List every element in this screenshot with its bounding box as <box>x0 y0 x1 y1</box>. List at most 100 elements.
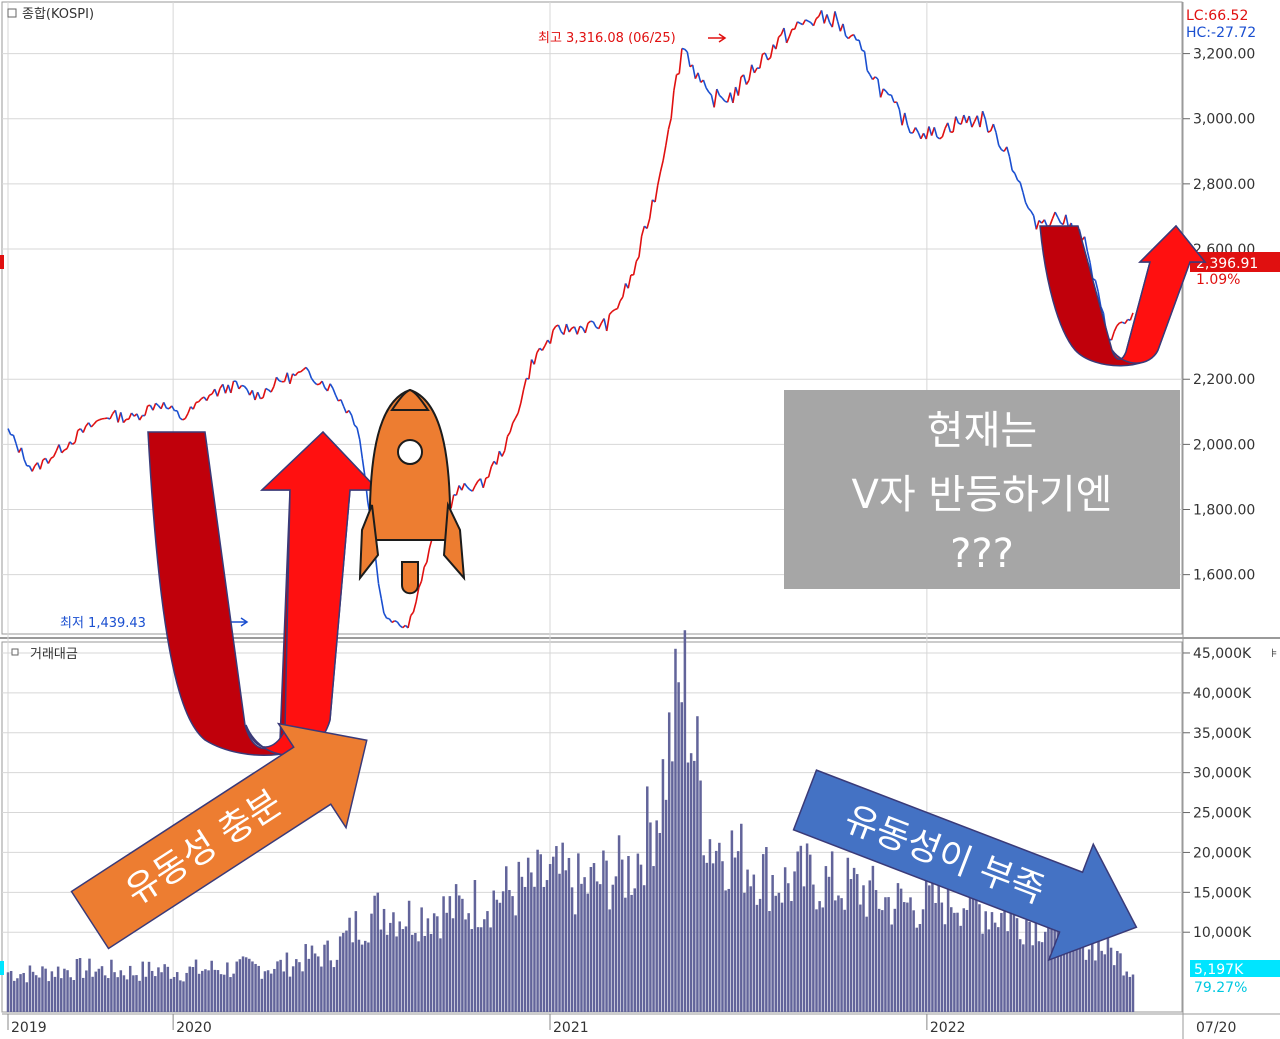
volume-bar <box>50 971 54 1012</box>
volume-bar <box>66 970 69 1012</box>
price-segment <box>815 15 820 20</box>
volume-bar <box>511 896 514 1012</box>
volume-bar <box>855 874 859 1012</box>
volume-bar <box>589 867 593 1012</box>
volume-bar <box>407 900 411 1012</box>
volume-bar <box>611 884 615 1012</box>
volume-bar <box>1059 941 1063 1012</box>
volume-bar <box>931 874 934 1012</box>
price-segment <box>262 388 267 398</box>
volume-bar <box>730 830 734 1012</box>
price-segment <box>614 307 618 311</box>
price-segment <box>968 115 973 128</box>
volume-bar <box>479 927 483 1012</box>
volume-bar <box>520 876 524 1012</box>
volume-bar <box>1081 923 1085 1012</box>
volume-bar <box>602 850 605 1012</box>
price-segment <box>648 199 654 219</box>
volume-bar <box>470 929 474 1012</box>
price-segment <box>1110 331 1115 341</box>
price-segment <box>66 441 71 449</box>
volume-panel-title: 거래대금 <box>30 647 78 662</box>
price-segment <box>1024 202 1030 209</box>
volume-bar <box>445 912 448 1012</box>
volume-bar <box>862 885 865 1012</box>
price-segment <box>785 36 791 44</box>
volume-bar <box>740 823 743 1012</box>
volume-bar <box>877 908 881 1012</box>
price-segment <box>901 112 906 126</box>
volume-bar <box>771 875 774 1012</box>
volume-bar <box>458 895 461 1012</box>
price-segment <box>289 373 294 384</box>
price-segment <box>377 583 382 599</box>
volume-bar <box>298 962 301 1012</box>
volume-bar <box>617 835 621 1012</box>
volume-bar <box>523 886 527 1012</box>
volume-bar <box>743 892 746 1012</box>
volume-bar <box>263 971 267 1012</box>
volume-bar <box>1028 921 1031 1012</box>
price-segment <box>256 391 262 399</box>
volume-bar <box>564 870 568 1012</box>
volume-bar <box>686 762 690 1012</box>
volume-bar <box>392 912 395 1012</box>
volume-bar <box>426 918 430 1012</box>
volume-bar <box>254 963 257 1012</box>
price-segment <box>1086 251 1091 263</box>
price-segment <box>155 402 159 407</box>
volume-bar <box>125 979 129 1012</box>
volume-bar <box>990 912 994 1012</box>
volume-bar <box>1087 949 1091 1012</box>
volume-bar <box>1056 906 1060 1012</box>
price-segment <box>205 394 211 402</box>
price-segment <box>388 618 393 623</box>
volume-bar <box>599 884 602 1012</box>
volume-bar <box>674 648 677 1012</box>
volume-bar <box>1062 951 1066 1012</box>
price-segment <box>128 412 133 420</box>
volume-bar <box>1022 944 1025 1012</box>
price-segment <box>426 547 431 563</box>
price-segment <box>732 86 737 104</box>
volume-bar <box>846 857 850 1012</box>
price-segment <box>737 77 742 96</box>
price-segment <box>799 22 804 26</box>
price-segment <box>230 380 235 394</box>
volume-bar <box>379 929 383 1012</box>
volume-bar <box>22 972 25 1012</box>
volume-bar <box>72 980 76 1012</box>
price-segment <box>557 324 562 332</box>
volume-bar <box>332 967 336 1012</box>
volume-bar <box>924 875 928 1012</box>
volume-bar <box>1119 953 1122 1012</box>
volume-bar <box>1003 911 1006 1012</box>
volume-bar <box>636 853 640 1012</box>
price-segment <box>691 64 697 79</box>
price-segment <box>278 379 283 383</box>
volume-bar <box>166 966 170 1012</box>
price-segment <box>605 314 611 332</box>
price-segment <box>587 320 592 324</box>
volume-panel-checkbox[interactable] <box>11 648 19 656</box>
volume-tick-label: 20,000K <box>1193 845 1252 861</box>
volume-bar <box>868 880 872 1012</box>
volume-bar <box>733 857 737 1012</box>
volume-bar <box>777 892 781 1012</box>
volume-bar <box>110 959 113 1012</box>
price-segment <box>474 480 479 487</box>
panel-menu-glyph[interactable]: ⊧ <box>1271 646 1277 660</box>
price-panel-checkbox[interactable] <box>7 8 17 18</box>
volume-bar <box>583 877 586 1012</box>
volume-bar <box>382 908 386 1012</box>
volume-bar <box>279 959 282 1012</box>
price-segment <box>579 325 583 329</box>
price-segment <box>224 384 229 394</box>
volume-bar <box>19 974 22 1012</box>
price-segment <box>147 404 151 407</box>
volume-bar <box>41 966 44 1012</box>
x-tick-label: 2020 <box>176 1020 212 1036</box>
volume-bar <box>1025 919 1028 1012</box>
price-segment <box>503 436 509 451</box>
price-segment <box>1027 207 1032 212</box>
